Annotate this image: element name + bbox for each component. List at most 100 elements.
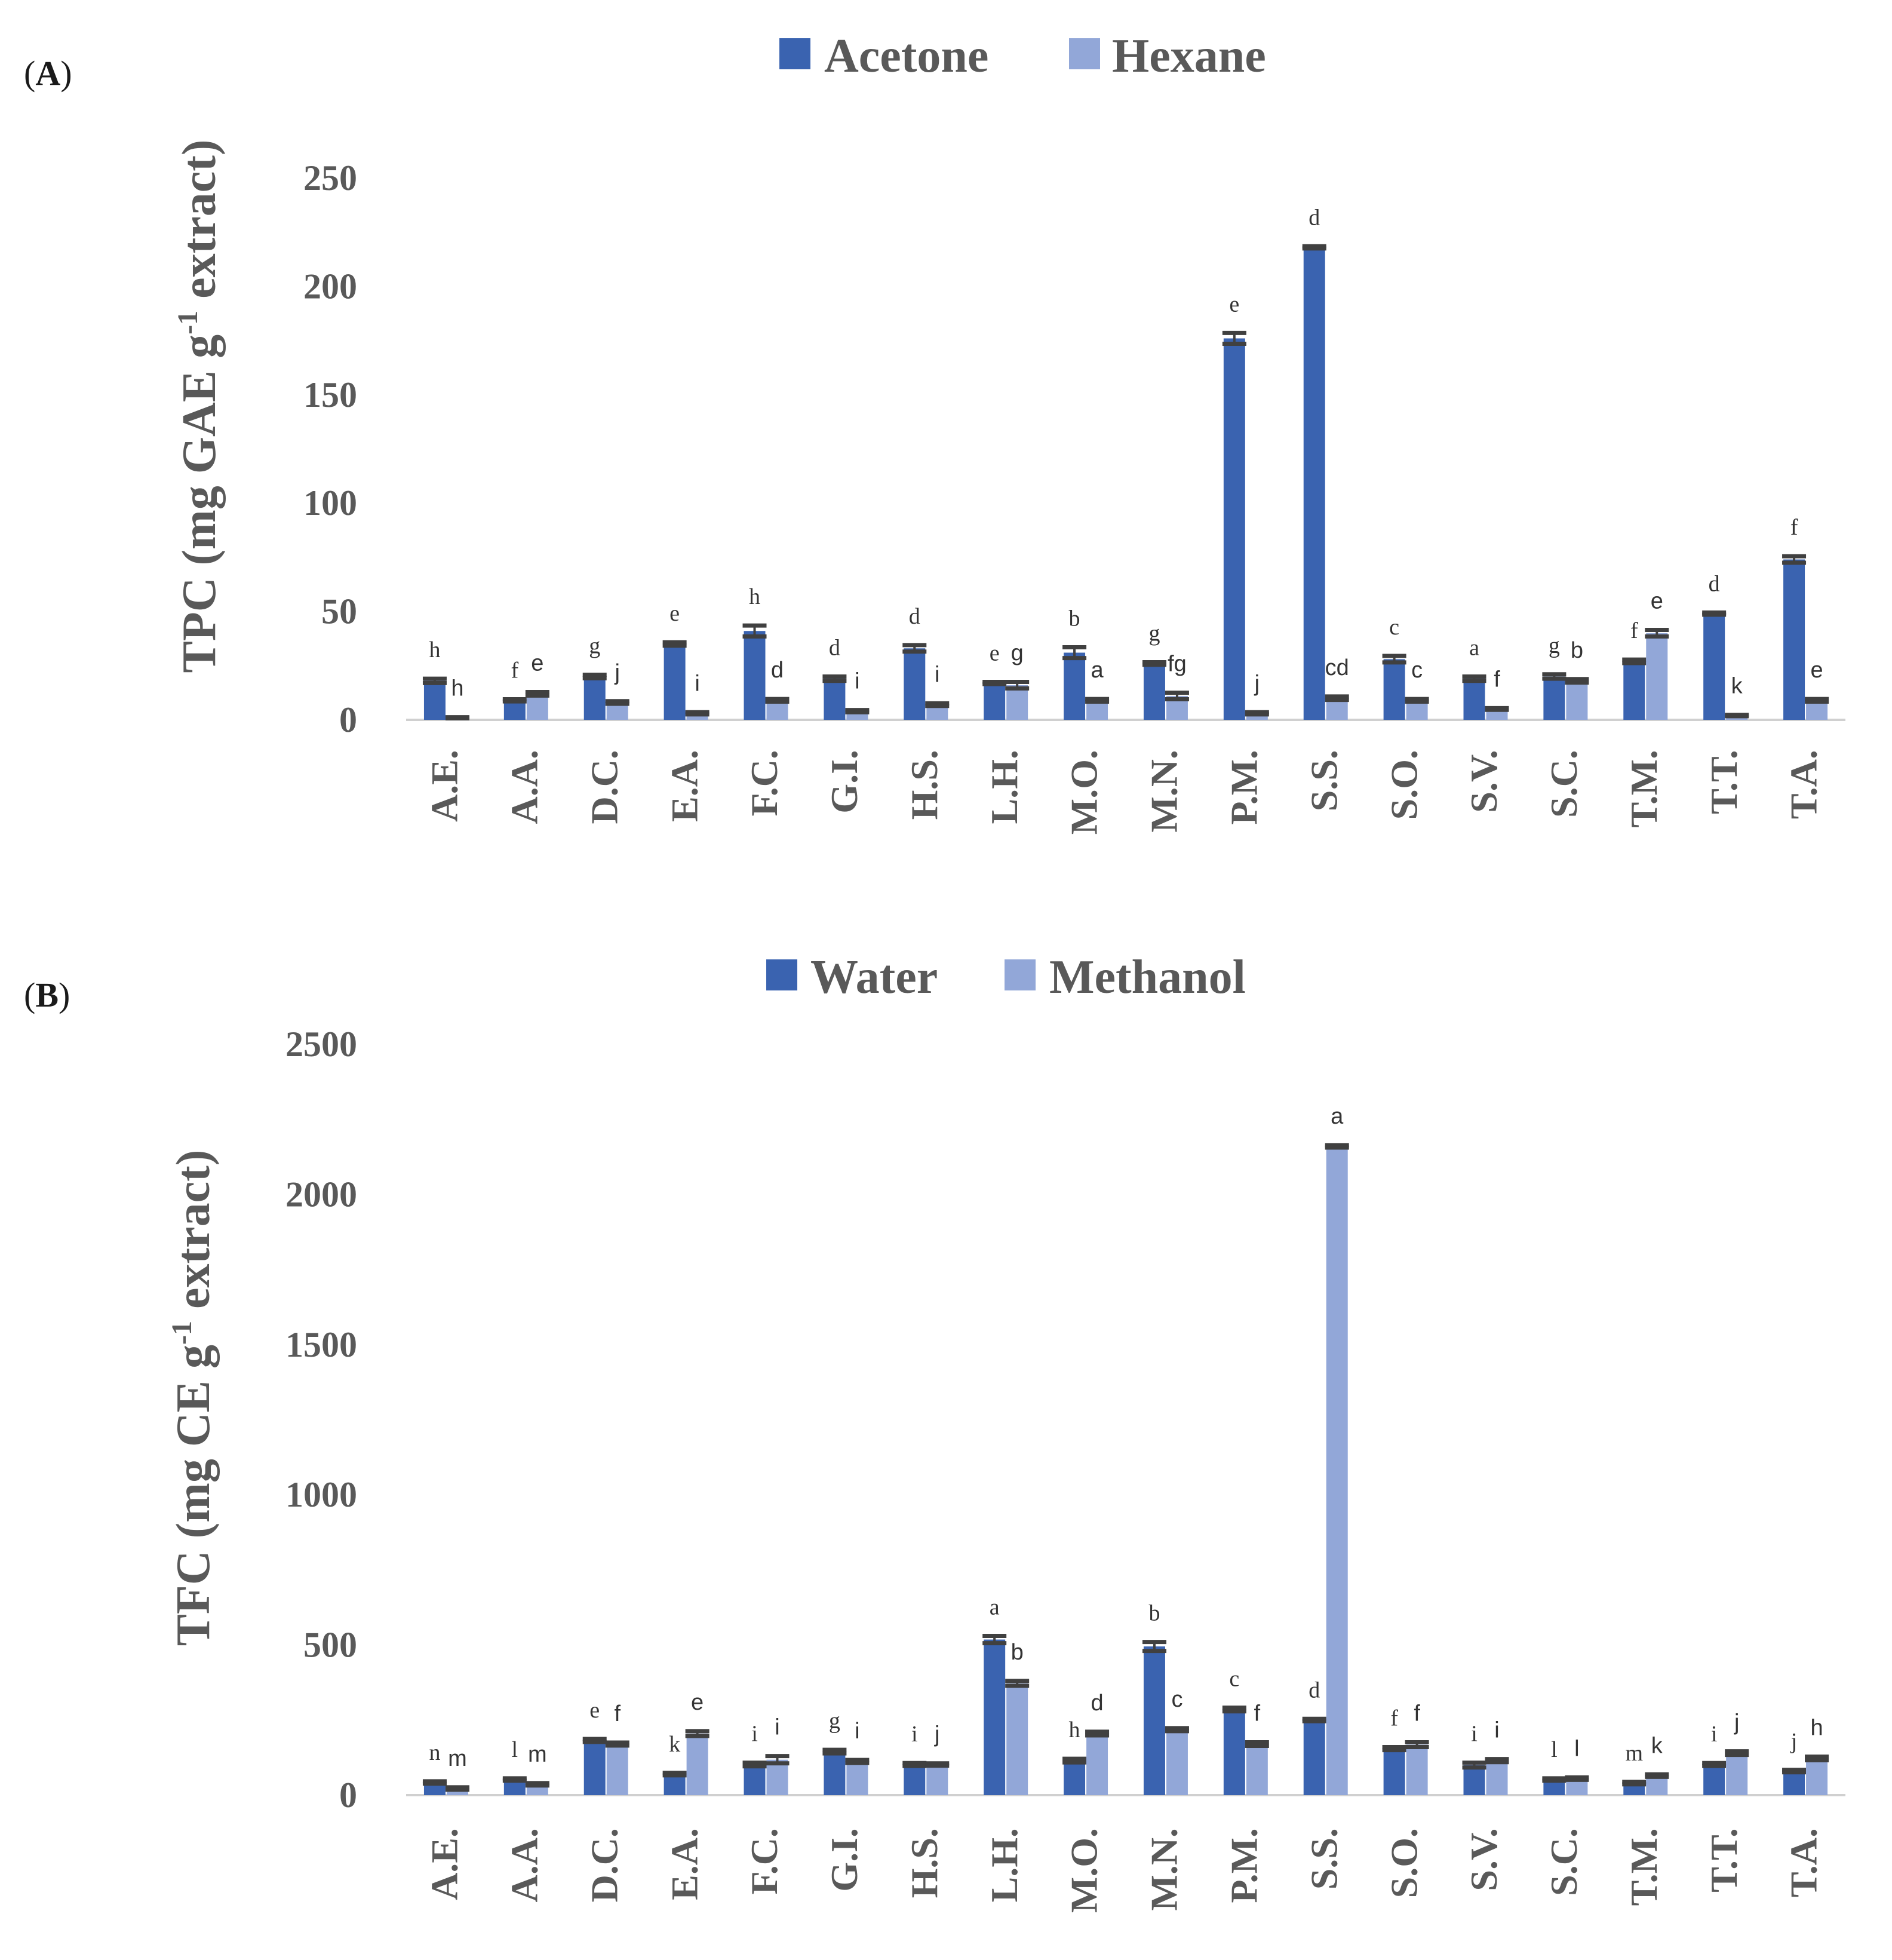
significance-letter: k [669,1732,680,1757]
panel-a-chart: (A) Acetone Hexane TPC (mg GAE g-1 extract)… [24,30,1845,835]
bar-acetone [583,676,606,720]
x-tick-label: T.A. [1783,750,1825,819]
bar-acetone [1623,661,1645,720]
significance-letter: i [695,671,699,696]
x-tick-label: P.M. [1223,1828,1266,1903]
bar-water [1303,1720,1325,1795]
significance-letter: g [1011,641,1024,666]
significance-letter: i [751,1722,758,1747]
significance-letter: i [935,662,939,687]
x-tick-label: D.C. [583,750,625,824]
significance-letter: i [855,669,859,694]
y-axis-label-main: TFC (mg CE g [167,1345,220,1646]
bar-acetone [423,680,446,720]
panel-label: (A) [24,54,72,93]
significance-letter: m [1625,1741,1643,1766]
significance-letter: f [1630,618,1638,643]
bar-methanol [1406,1744,1428,1795]
x-tick-label: T.T. [1703,750,1745,814]
bar-acetone [1303,247,1325,720]
significance-letter: f [1390,1706,1398,1731]
y-tick-label: 500 [303,1625,357,1665]
x-tick-label: S.S. [1303,750,1345,811]
significance-letter: j [1790,1729,1798,1754]
bar-methanol [1726,1753,1748,1795]
bar-acetone [824,679,846,720]
significance-letter: n [429,1740,440,1765]
bar-acetone [984,683,1006,720]
y-axis-label-superscript: -1 [172,311,204,335]
y-tick-label: 1000 [285,1475,357,1514]
x-tick-label: M.N. [1143,750,1185,833]
x-tick-label: S.C. [1543,750,1585,818]
y-tick-label: 0 [339,700,357,740]
significance-letter: j [1734,1710,1739,1735]
bar-methanol [1806,1758,1828,1795]
x-tick-label: E.A. [663,750,705,822]
significance-letter: a [1091,658,1104,683]
significance-letter: e [589,1698,600,1723]
y-axis-label: TFC (mg CE g-1 extract) [166,1150,220,1646]
bar-methanol [1246,1744,1268,1795]
bar-water [744,1764,766,1795]
x-tick-label: M.N. [1143,1828,1185,1911]
significance-letter: g [1549,633,1560,658]
bar-acetone [1143,663,1165,720]
significance-letter: d [909,604,920,629]
x-tick-label: S.O. [1383,750,1425,820]
significance-letter: i [1711,1722,1718,1747]
significance-letter: h [1810,1716,1823,1741]
significance-letter: i [1471,1722,1478,1747]
bar-water [583,1740,606,1795]
significance-letter: a [1331,1104,1344,1129]
bar-water [1143,1646,1165,1795]
significance-letter: b [1069,606,1080,631]
x-tick-label: A.A. [503,750,546,824]
bar-acetone [744,631,766,720]
significance-letter: l [1574,1736,1579,1761]
significance-letter: i [855,1719,859,1744]
significance-letter: d [829,635,840,660]
x-tick-label: A.E. [423,1828,466,1900]
bar-water [824,1752,846,1795]
y-tick-label: 1500 [285,1325,357,1364]
significance-letter: j [1254,671,1260,696]
significance-letter: c [1229,1667,1239,1692]
y-axis-label: TPC (mg GAE g-1 extract) [172,139,226,673]
significance-letter: b [1571,638,1583,663]
bar-water [904,1764,926,1795]
panel-label-letter: A [35,54,60,93]
significance-letter: d [771,658,784,683]
bar-hexane [526,694,548,720]
x-tick-label: A.E. [423,750,466,822]
x-tick-label: G.I. [823,750,865,814]
bar-hexane [686,713,708,720]
significance-letter: g [589,634,600,659]
x-tick-label: F.C. [743,750,785,816]
bar-acetone [664,644,686,720]
significance-letter: e [990,641,1000,666]
y-tick-label: 200 [303,266,357,306]
significance-letter: b [1011,1640,1024,1665]
significance-letter: f [614,1701,621,1726]
significance-letter: cd [1325,655,1349,680]
significance-letter: g [829,1709,840,1734]
significance-letter: c [1411,658,1423,683]
bar-methanol [846,1761,868,1795]
x-tick-label: G.I. [823,1828,865,1892]
y-tick-label: 50 [321,592,357,631]
bar-methanol [926,1764,948,1795]
legend-swatch-methanol [1005,959,1036,990]
y-axis-label-units: extract) [173,139,226,310]
bar-acetone [1383,659,1405,720]
y-axis-label-units: extract) [167,1150,220,1321]
significance-letter: j [934,1722,939,1747]
y-axis-label-superscript: -1 [166,1321,198,1345]
significance-letter: e [669,601,680,626]
x-tick-label: L.H. [983,750,1025,824]
significance-letter: j [614,660,619,685]
y-tick-label: 150 [303,375,357,415]
panel-label: (B) [24,976,70,1014]
bar-water [1383,1749,1405,1795]
significance-letter: fg [1168,652,1187,677]
